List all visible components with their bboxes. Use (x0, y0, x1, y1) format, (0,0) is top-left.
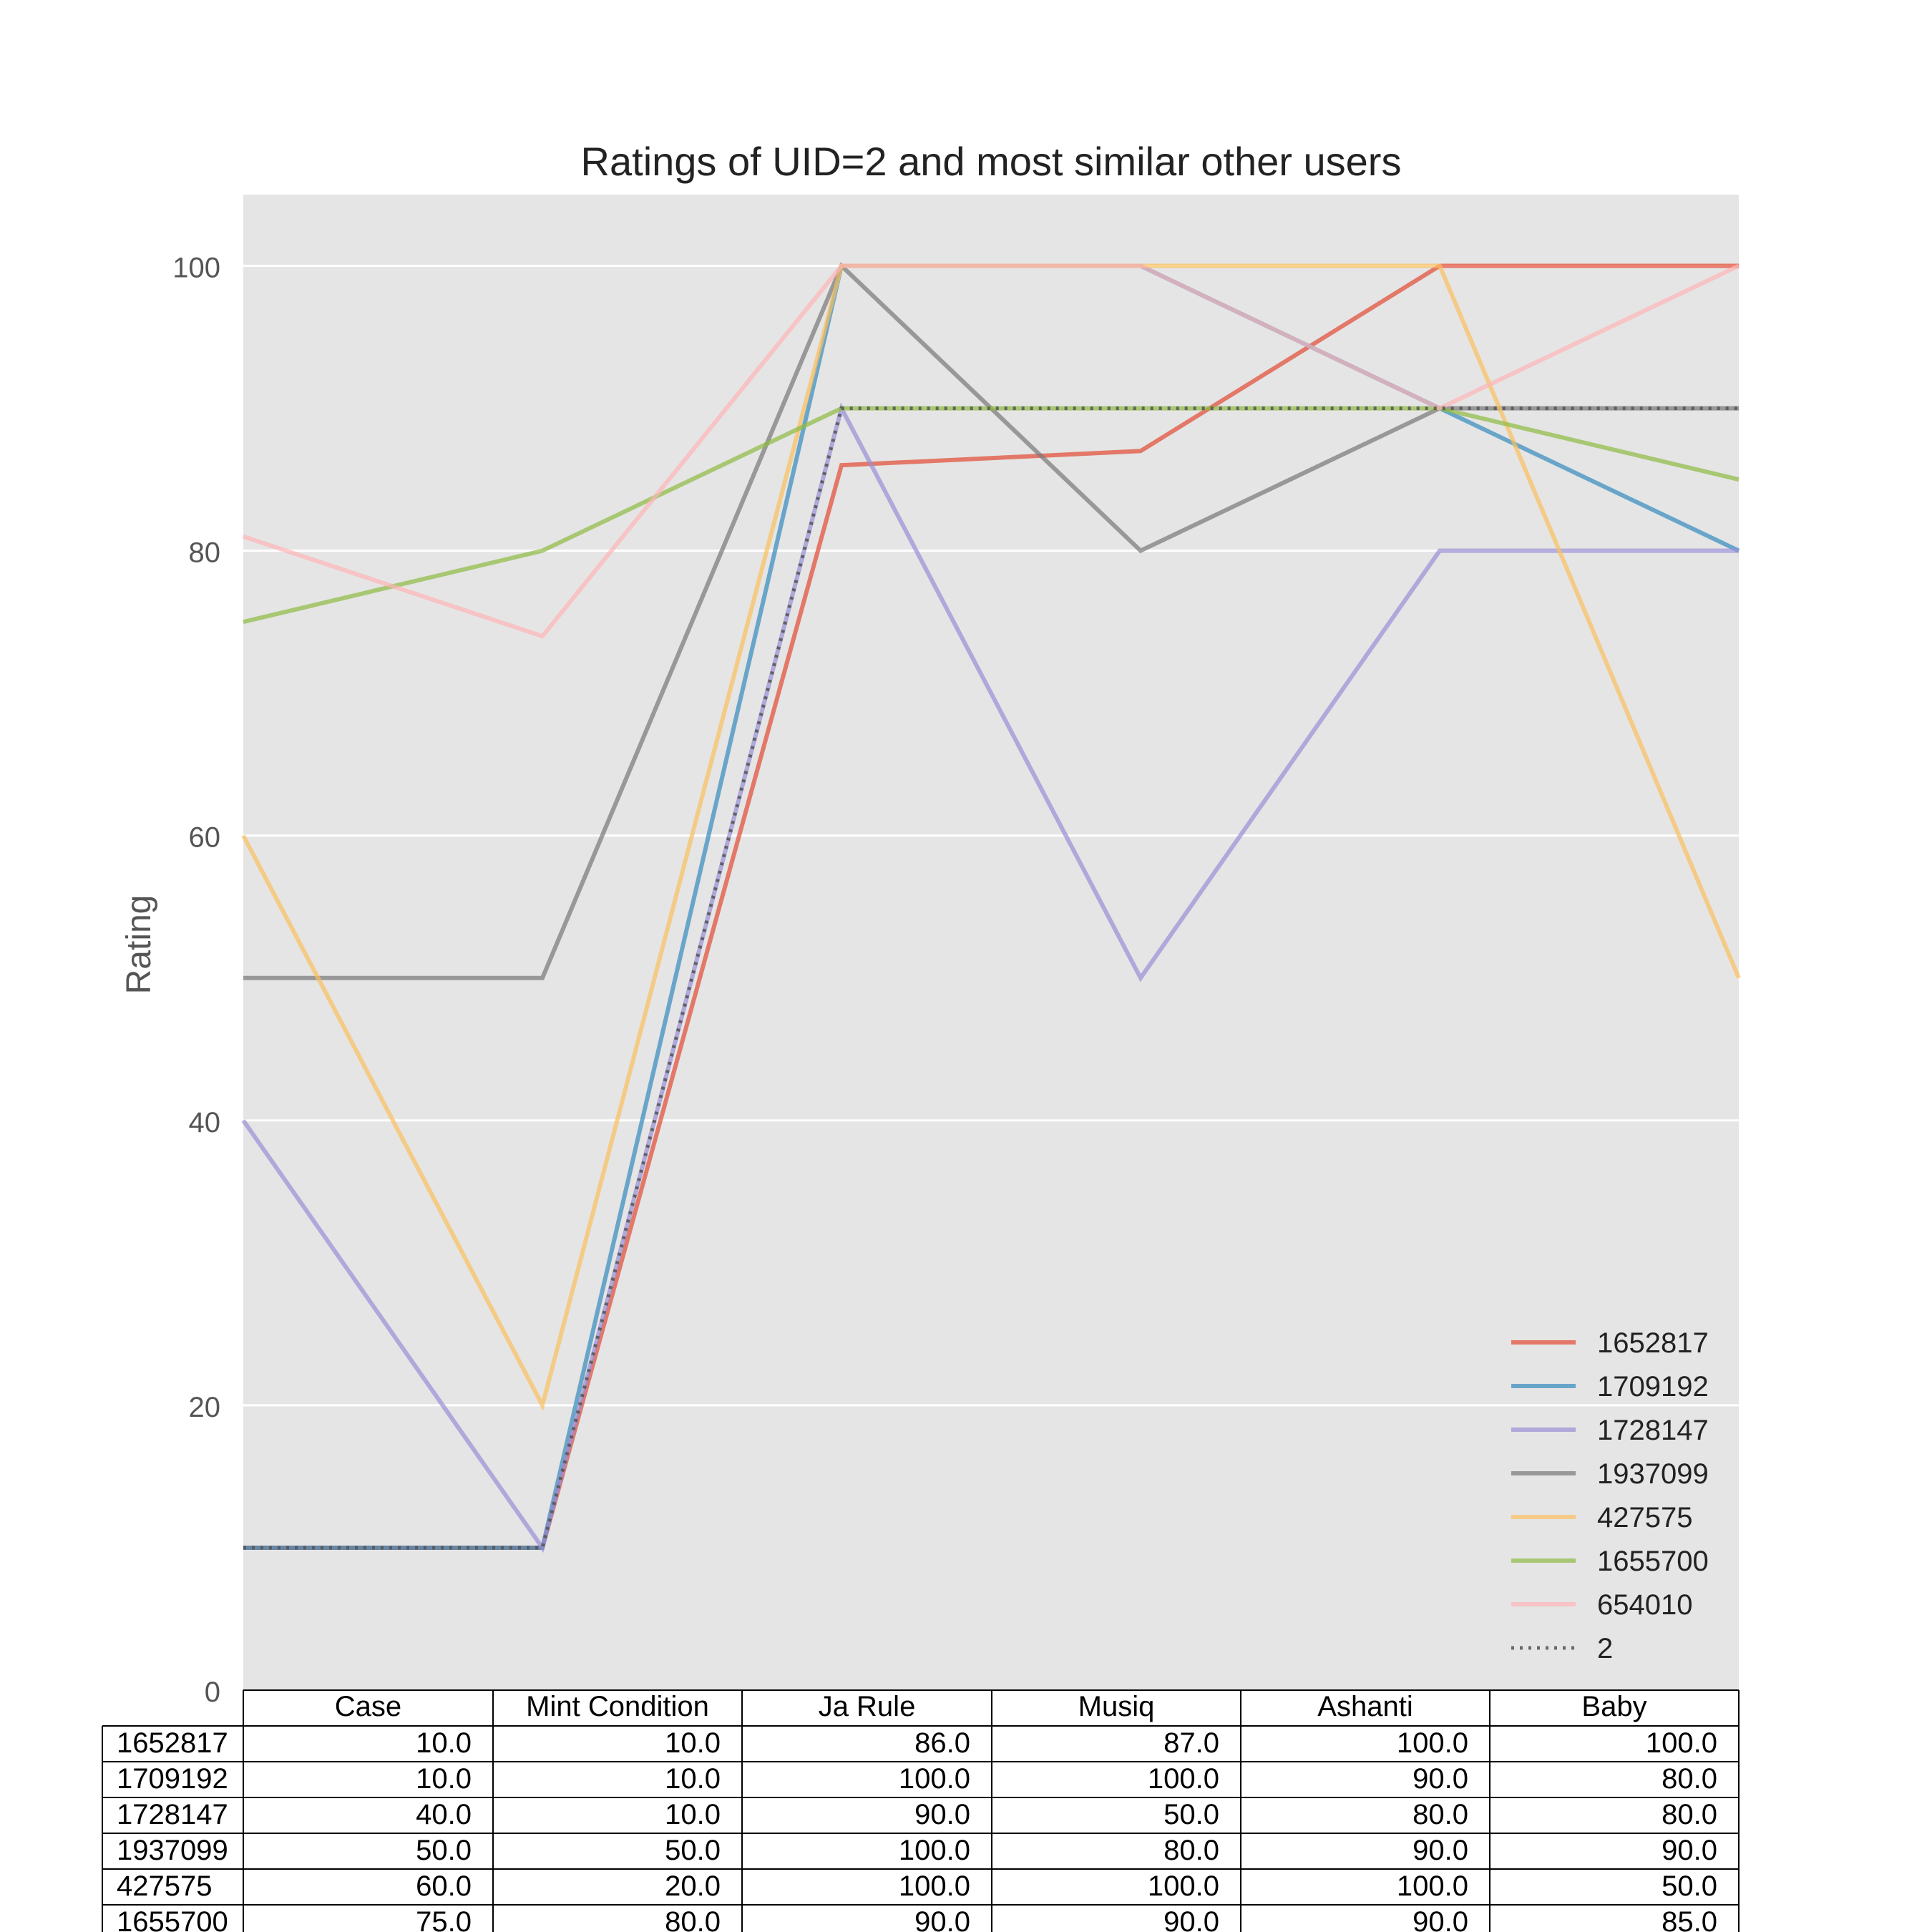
y-tick-label: 80 (189, 537, 221, 569)
table-row-label: 1652817 (117, 1727, 228, 1759)
table-cell: 100.0 (899, 1763, 970, 1795)
table-cell: 10.0 (665, 1763, 721, 1795)
data-table: Case Mint Condition Ja Rule Musiq Ashanti Bab… (102, 1689, 1740, 1932)
table-cell: 90.0 (1413, 1763, 1468, 1795)
table-cell: 80.0 (665, 1906, 721, 1932)
legend: 1652817 1709192 1728147 1937099 427575 165570… (1511, 1327, 1709, 1664)
series-line-654010 (243, 263, 1740, 639)
table-cell: 90.0 (1163, 1906, 1219, 1932)
legend-label: 1728147 (1597, 1415, 1709, 1446)
y-tick-label: 0 (205, 1677, 220, 1708)
series-line-2 (243, 406, 1739, 1550)
table-cell: 80.0 (1662, 1763, 1717, 1795)
table-column-header: Ja Rule (819, 1691, 916, 1722)
plot-area (243, 195, 1739, 1690)
table-cell: 80.0 (1662, 1799, 1717, 1830)
y-tick-label: 60 (189, 822, 221, 854)
table-cell: 100.0 (899, 1835, 970, 1866)
table-row-label: 1728147 (117, 1799, 228, 1830)
table-cell: 10.0 (665, 1799, 721, 1830)
table-cell: 90.0 (914, 1906, 970, 1932)
table-row-label: 427575 (117, 1870, 212, 1902)
legend-label: 1655700 (1597, 1546, 1709, 1577)
table-cell: 80.0 (1413, 1799, 1468, 1830)
legend-label: 654010 (1597, 1589, 1692, 1621)
table-row-label: 1655700 (117, 1906, 228, 1932)
y-tick-labels: 0 20 40 60 80 100 (172, 253, 220, 1708)
y-tick-label: 20 (189, 1392, 221, 1423)
y-tick-label: 40 (189, 1107, 221, 1138)
y-tick-label: 100 (172, 253, 220, 284)
table-cell: 75.0 (416, 1906, 472, 1932)
table-cell: 87.0 (1163, 1727, 1219, 1759)
table-cell: 100.0 (1646, 1727, 1717, 1759)
table-cell: 90.0 (1413, 1906, 1468, 1932)
table-cell: 40.0 (416, 1799, 472, 1830)
table-cell: 10.0 (416, 1727, 472, 1759)
table-cell: 90.0 (1413, 1835, 1468, 1866)
table-row-label: 1709192 (117, 1763, 228, 1795)
table-cell: 20.0 (665, 1870, 721, 1902)
chart-title: Ratings of UID=2 and most similar other … (581, 139, 1402, 184)
table-column-header: Mint Condition (526, 1691, 709, 1722)
series-lines (241, 262, 1741, 1553)
legend-label: 427575 (1597, 1502, 1692, 1533)
table-cell: 100.0 (1397, 1870, 1468, 1902)
table-column-header: Case (335, 1691, 401, 1722)
table-cell: 100.0 (1148, 1763, 1219, 1795)
y-axis-label: Rating (120, 895, 158, 995)
table-row-label: 1937099 (117, 1835, 228, 1866)
series-line-1655700 (243, 406, 1740, 625)
table-cell: 100.0 (899, 1870, 970, 1902)
table-cell: 90.0 (914, 1799, 970, 1830)
table-cell: 50.0 (1163, 1799, 1219, 1830)
table-column-header: Ashanti (1317, 1691, 1413, 1722)
table-column-header: Musiq (1078, 1691, 1155, 1722)
table-cell: 86.0 (914, 1727, 970, 1759)
table-cell: 10.0 (665, 1727, 721, 1759)
series-line-1728147 (241, 402, 1739, 1553)
legend-label: 1937099 (1597, 1458, 1709, 1490)
table-cell: 100.0 (1397, 1727, 1468, 1759)
legend-label: 1652817 (1597, 1327, 1709, 1359)
table-cell: 50.0 (416, 1835, 472, 1866)
table-cell: 100.0 (1148, 1870, 1219, 1902)
table-column-header: Baby (1581, 1691, 1646, 1722)
table-cell: 60.0 (416, 1870, 472, 1902)
legend-label: 2 (1597, 1633, 1613, 1664)
table-cell: 85.0 (1662, 1906, 1717, 1932)
legend-label: 1709192 (1597, 1371, 1709, 1402)
table-cell: 10.0 (416, 1763, 472, 1795)
table-cell: 90.0 (1662, 1835, 1717, 1866)
table-cell: 50.0 (1662, 1870, 1717, 1902)
table-cell: 80.0 (1163, 1835, 1219, 1866)
table-cell: 50.0 (665, 1835, 721, 1866)
